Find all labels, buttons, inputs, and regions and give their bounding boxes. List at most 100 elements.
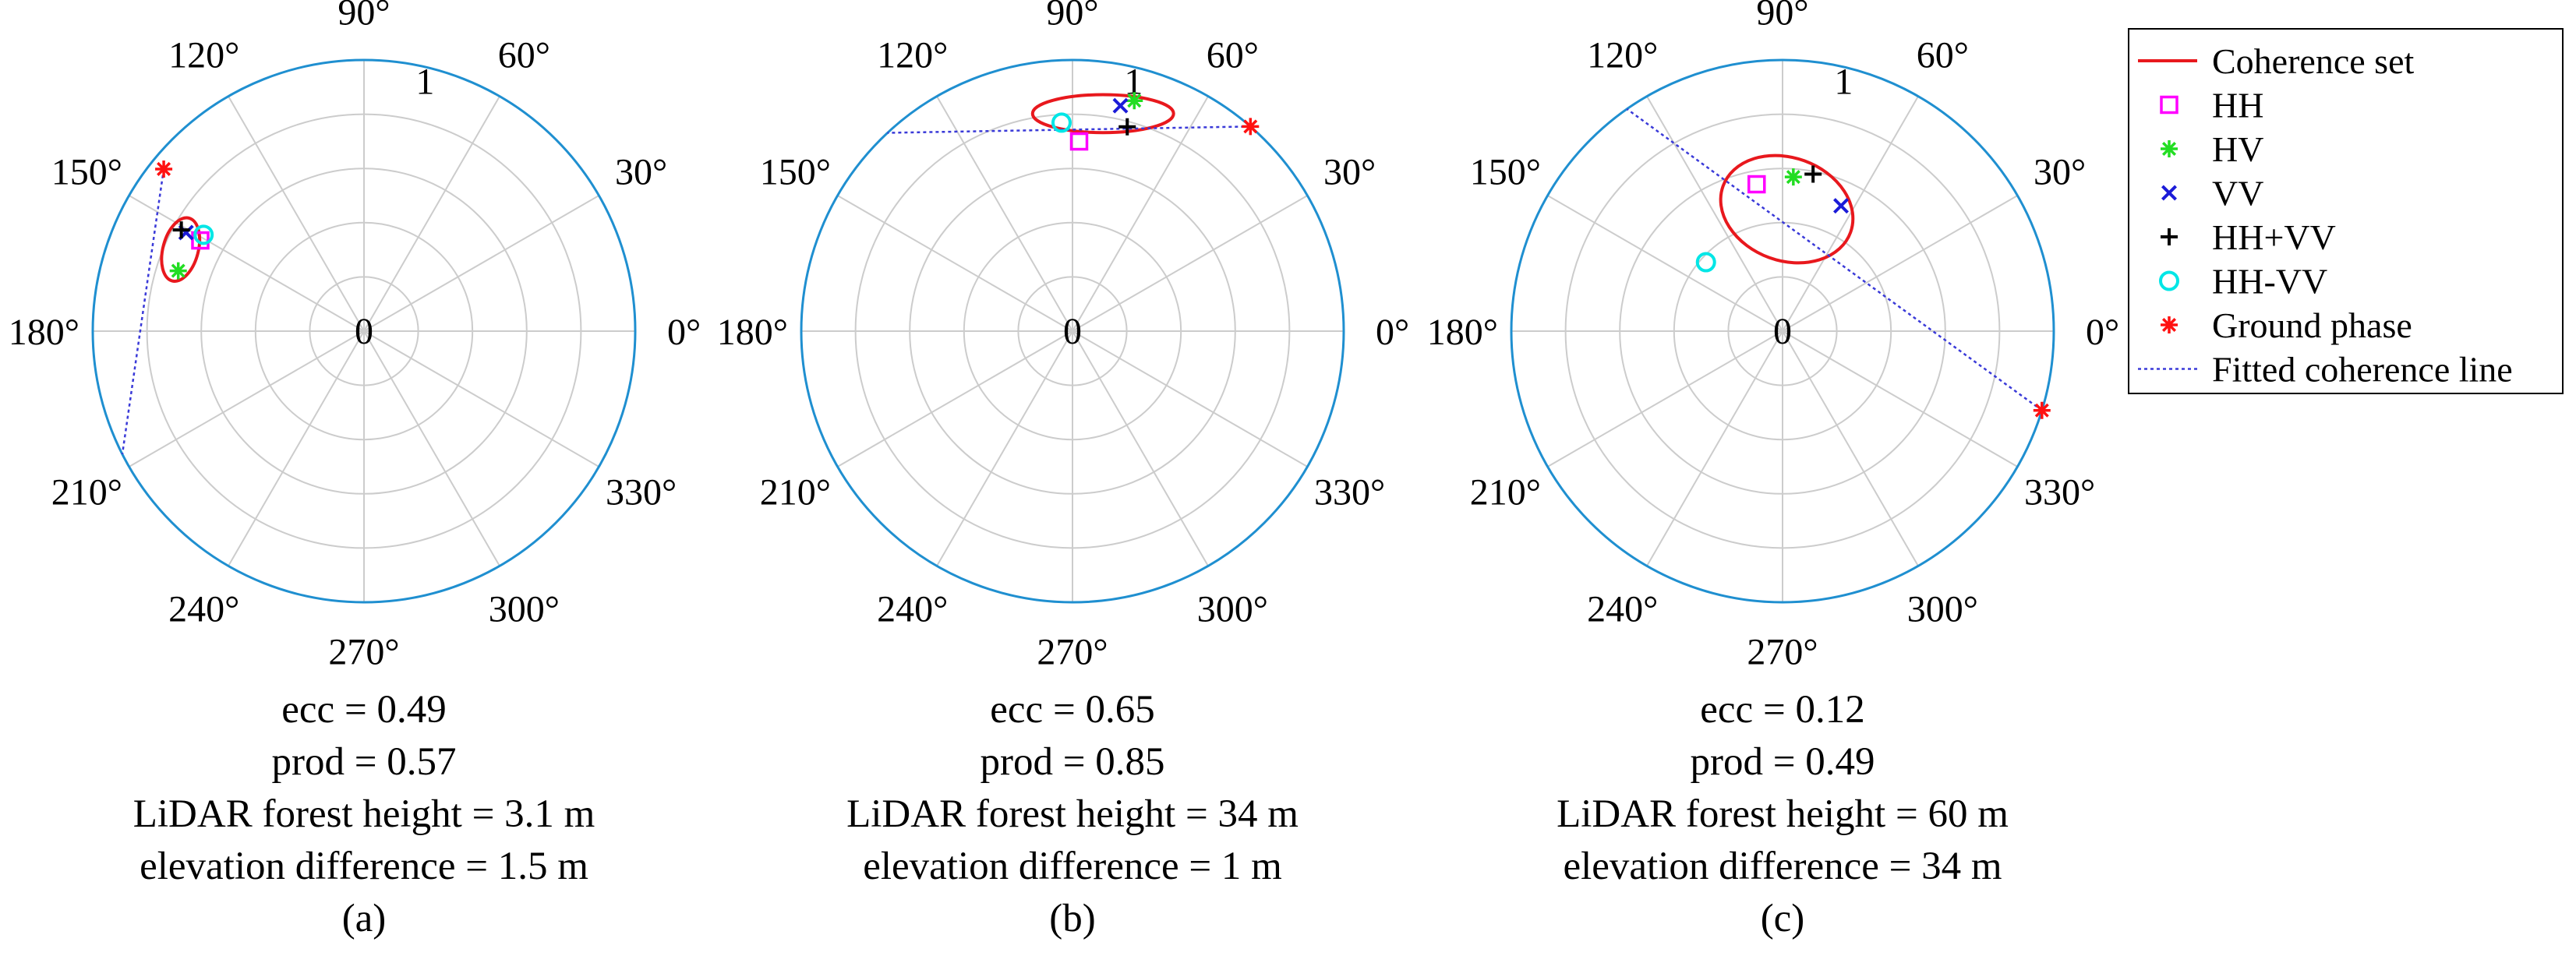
point-hh-vv — [172, 221, 190, 239]
legend-marker-hh-vv — [2159, 270, 2179, 291]
grid-spoke — [1782, 195, 2018, 332]
angle-label: 210° — [760, 471, 831, 513]
point-hv — [169, 262, 187, 280]
point-hv — [1125, 92, 1143, 110]
angle-label: 120° — [877, 34, 948, 76]
angle-label: 270° — [1037, 632, 1108, 673]
legend-label: Coherence set — [2212, 41, 2414, 81]
legend-label: Fitted coherence line — [2212, 350, 2513, 390]
angle-label: 270° — [328, 632, 399, 673]
legend-label: HH+VV — [2212, 217, 2336, 257]
point-ground-phase — [2033, 401, 2051, 419]
point-hh — [1747, 175, 1766, 194]
grid-spoke — [363, 195, 599, 332]
angle-label: 180° — [717, 312, 788, 353]
angle-label: 210° — [1470, 471, 1541, 513]
angle-label: 300° — [1907, 589, 1978, 630]
legend-box — [2128, 28, 2564, 394]
panel-label: (b) — [1049, 897, 1096, 940]
legend-marker-vv — [2161, 185, 2177, 201]
grid-spoke — [1782, 330, 1919, 566]
elevation-text: elevation difference = 1.5 m — [140, 845, 588, 888]
center-label: 0 — [1773, 311, 1792, 352]
lidar-text: LiDAR forest height = 3.1 m — [133, 792, 595, 836]
grid-spoke — [1782, 96, 1919, 332]
legend-marker-hv — [2161, 140, 2178, 157]
coherence-set-ellipse — [1030, 93, 1175, 135]
point-hh-vv — [1695, 252, 1716, 273]
legend-label: HH-VV — [2212, 262, 2327, 302]
grid-spoke — [363, 96, 500, 332]
grid-spoke — [837, 330, 1073, 467]
angle-label: 30° — [2034, 152, 2086, 193]
grid-spoke — [1547, 195, 1783, 332]
point-hh-vv — [193, 224, 214, 245]
grid-spoke — [363, 330, 599, 467]
point-hh-vv — [1051, 112, 1072, 133]
angle-label: 330° — [2024, 471, 2095, 513]
prod-text: prod = 0.49 — [1690, 740, 1875, 784]
fitted-coherence-line — [121, 168, 165, 455]
angle-label: 270° — [1747, 632, 1818, 673]
legend-label: Ground phase — [2212, 305, 2412, 345]
angle-label: 0° — [2086, 312, 2119, 353]
angle-label: 120° — [1587, 34, 1658, 76]
grid-spoke — [936, 96, 1073, 332]
center-label: 0 — [355, 311, 373, 352]
legend-label: HV — [2212, 129, 2263, 169]
grid-spoke — [129, 195, 365, 332]
angle-label: 150° — [760, 152, 831, 193]
grid-spoke — [363, 330, 500, 566]
angle-label: 0° — [1376, 312, 1409, 353]
panel-b-caption: ecc = 0.65 prod = 0.85 LiDAR forest heig… — [761, 684, 1384, 945]
angle-label: 30° — [615, 152, 667, 193]
panel-label: (a) — [341, 897, 387, 940]
outer-ring — [91, 58, 637, 604]
grid-spoke — [228, 96, 365, 332]
grid-spoke — [936, 330, 1073, 566]
angle-label: 240° — [877, 589, 948, 630]
fitted-coherence-line — [887, 125, 1251, 134]
legend-label: HH — [2212, 86, 2263, 125]
outer-ring — [1510, 58, 2055, 604]
point-hh — [1069, 132, 1089, 151]
angle-label: 240° — [1587, 589, 1658, 630]
coherence-set-ellipse — [1719, 153, 1855, 265]
angle-label: 0° — [667, 312, 701, 353]
point-hh-vv — [1804, 165, 1822, 183]
grid-spoke — [1646, 330, 1783, 566]
coherence-set-ellipse — [160, 216, 202, 284]
angle-label: 60° — [1207, 34, 1259, 76]
point-ground-phase — [155, 160, 173, 178]
elevation-text: elevation difference = 34 m — [1563, 845, 2002, 888]
grid-spoke — [837, 195, 1073, 332]
legend-marker-hh-vv — [2161, 228, 2178, 245]
legend-marker-ground-phase — [2161, 316, 2178, 333]
angle-label: 240° — [168, 589, 239, 630]
panel-c-caption: ecc = 0.12 prod = 0.49 LiDAR forest heig… — [1471, 684, 2094, 945]
polar-chart-b: 010°30°60°90°120°150°180°210°240°270°300… — [717, 0, 1409, 673]
angle-label: 180° — [9, 312, 80, 353]
outer-ring — [800, 58, 1345, 604]
point-vv — [1112, 97, 1129, 114]
point-ground-phase — [1242, 118, 1260, 136]
lidar-text: LiDAR forest height = 60 m — [1557, 792, 2009, 836]
angle-label: 30° — [1323, 152, 1376, 193]
grid-spoke — [1072, 195, 1308, 332]
point-hh-vv — [1118, 118, 1136, 136]
angle-label: 60° — [498, 34, 550, 76]
panel-a-caption: ecc = 0.49 prod = 0.57 LiDAR forest heig… — [52, 684, 676, 945]
polar-chart-a: 0 1 0° 30° 60° 90° 120° 150° 180° 210° 240° 270° 300… — [9, 0, 701, 673]
ecc-text: ecc = 0.49 — [281, 688, 447, 732]
grid-spoke — [1547, 330, 1783, 467]
angle-label: 300° — [1197, 589, 1268, 630]
legend-marker-hh — [2160, 95, 2178, 115]
elevation-text: elevation difference = 1 m — [863, 845, 1282, 888]
polar-chart-c: 0 1 0° 30° 60° 90° 120° 150° 180° 210° 240° 270° 300… — [1427, 0, 2119, 673]
radius-label: 1 — [1834, 61, 1853, 102]
radius-label: 1 — [415, 61, 434, 102]
angle-label: 90° — [337, 0, 390, 33]
angle-label: 300° — [489, 589, 560, 630]
grid-spoke — [1782, 330, 2018, 467]
